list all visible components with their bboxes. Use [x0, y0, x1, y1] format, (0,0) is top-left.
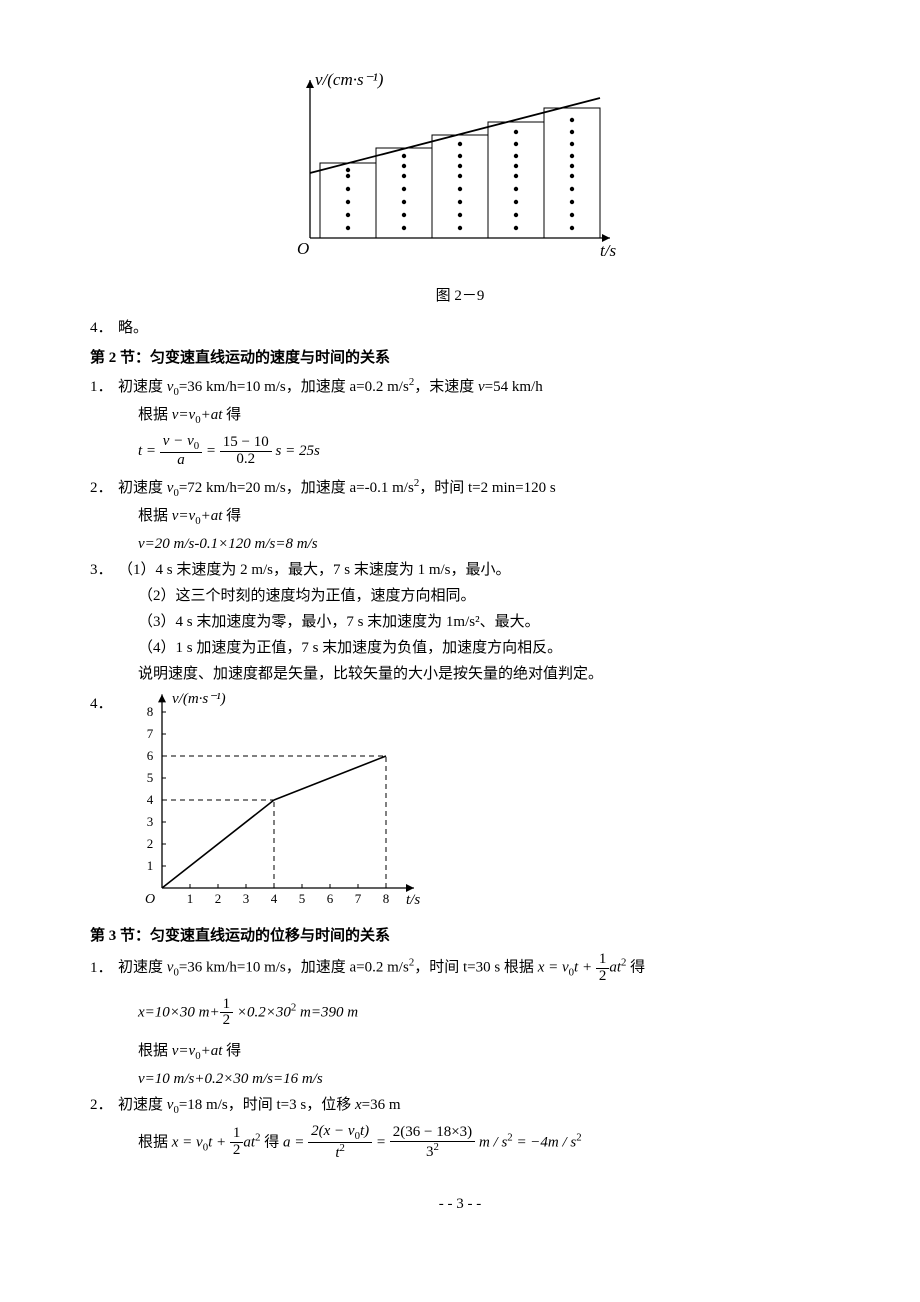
svg-text:8: 8 — [383, 891, 390, 906]
svg-text:1: 1 — [187, 891, 194, 906]
svg-text:3: 3 — [243, 891, 250, 906]
svg-text:2: 2 — [215, 891, 222, 906]
svg-text:8: 8 — [147, 704, 154, 719]
svg-text:v/(m·s⁻¹): v/(m·s⁻¹) — [172, 691, 226, 707]
chart-velocity-time: 1 1 2 2 3 3 4 4 5 5 6 6 7 7 8 8 Ov/(m·s⁻¹) t/s — [118, 688, 438, 918]
sec2-q1-line1: 1．初速度 v0=36 km/h=10 m/s，加速度 a=0.2 m/s2，末… — [90, 374, 830, 401]
sec3-q2-line1: 2．初速度 v0=18 m/s，时间 t=3 s，位移 x=36 m — [90, 1093, 830, 1119]
section-3-title: 第 3 节：匀变速直线运动的位移与时间的关系 — [90, 924, 830, 948]
svg-text:2: 2 — [147, 836, 154, 851]
sec3-q1-line4: v=10 m/s+0.2×30 m/s=16 m/s — [90, 1067, 830, 1091]
sec2-q3-p5: 说明速度、加速度都是矢量，比较矢量的大小是按矢量的绝对值判定。 — [90, 662, 830, 686]
sec2-q2-line3: v=20 m/s-0.1×120 m/s=8 m/s — [90, 532, 830, 556]
fig1-caption: 图 2－9 — [90, 284, 830, 308]
fig1-origin: O — [297, 239, 309, 258]
svg-text:7: 7 — [147, 726, 154, 741]
sec2-q3-p2: （2）这三个时刻的速度均为正值，速度方向相同。 — [90, 584, 830, 608]
svg-text:4: 4 — [147, 792, 154, 807]
svg-text:t/s: t/s — [406, 892, 420, 908]
fig1-ylabel: v/(cm·s⁻¹) — [315, 70, 384, 89]
svg-text:1: 1 — [147, 858, 154, 873]
sec2-q3-p4: （4）1 s 加速度为正值，7 s 末加速度为负值，加速度方向相反。 — [90, 636, 830, 660]
sec3-q1-calc: x=10×30 m+12 ×0.2×302 m=390 m — [90, 997, 830, 1030]
sec3-q1-line3: 根据 v=v0+at 得 — [90, 1039, 830, 1065]
sec3-q2-equation: 根据 x = v0t + 12at2 得 a = 2(x − v0t)t2 = … — [90, 1124, 830, 1162]
sec2-q3-p1: 3．（1）4 s 末速度为 2 m/s，最大，7 s 末速度为 1 m/s，最小… — [90, 558, 830, 582]
svg-text:7: 7 — [355, 891, 362, 906]
sec2-q1-line2: 根据 v=v0+at 得 — [90, 403, 830, 429]
figure-2-9: v/(cm·s⁻¹) O t/s 图 2－9 — [90, 70, 830, 308]
sec2-q2-line1: 2．初速度 v0=72 km/h=20 m/s，加速度 a=-0.1 m/s2，… — [90, 475, 830, 502]
svg-text:O: O — [145, 892, 155, 907]
svg-text:3: 3 — [147, 814, 154, 829]
svg-text:4: 4 — [271, 891, 278, 906]
fig1-xlabel: t/s — [600, 241, 616, 260]
section-2-title: 第 2 节：匀变速直线运动的速度与时间的关系 — [90, 346, 830, 370]
svg-text:6: 6 — [327, 891, 334, 906]
sec2-q2-line2: 根据 v=v0+at 得 — [90, 504, 830, 530]
sec2-q3-p3: （3）4 s 末加速度为零，最小，7 s 末加速度为 1m/s²、最大。 — [90, 610, 830, 634]
chart-fig-2-9: v/(cm·s⁻¹) O t/s — [290, 70, 630, 270]
sec2-q1-equation: t = v − v0a = 15 − 100.2 s = 25s — [90, 434, 830, 469]
item-4-skip: 4．略。 — [90, 316, 830, 340]
svg-text:6: 6 — [147, 748, 154, 763]
svg-text:5: 5 — [299, 891, 306, 906]
page-number: - - 3 - - — [90, 1192, 830, 1216]
sec3-q1-line1: 1．初速度 v0=36 km/h=10 m/s，加速度 a=0.2 m/s2，时… — [90, 952, 830, 985]
sec2-q4-num: 4． — [90, 688, 118, 716]
sec2-q4: 4． 1 1 2 2 3 3 4 4 5 5 6 6 7 7 8 8 Ov/(m·s⁻¹) t/s — [90, 688, 830, 918]
svg-text:5: 5 — [147, 770, 154, 785]
